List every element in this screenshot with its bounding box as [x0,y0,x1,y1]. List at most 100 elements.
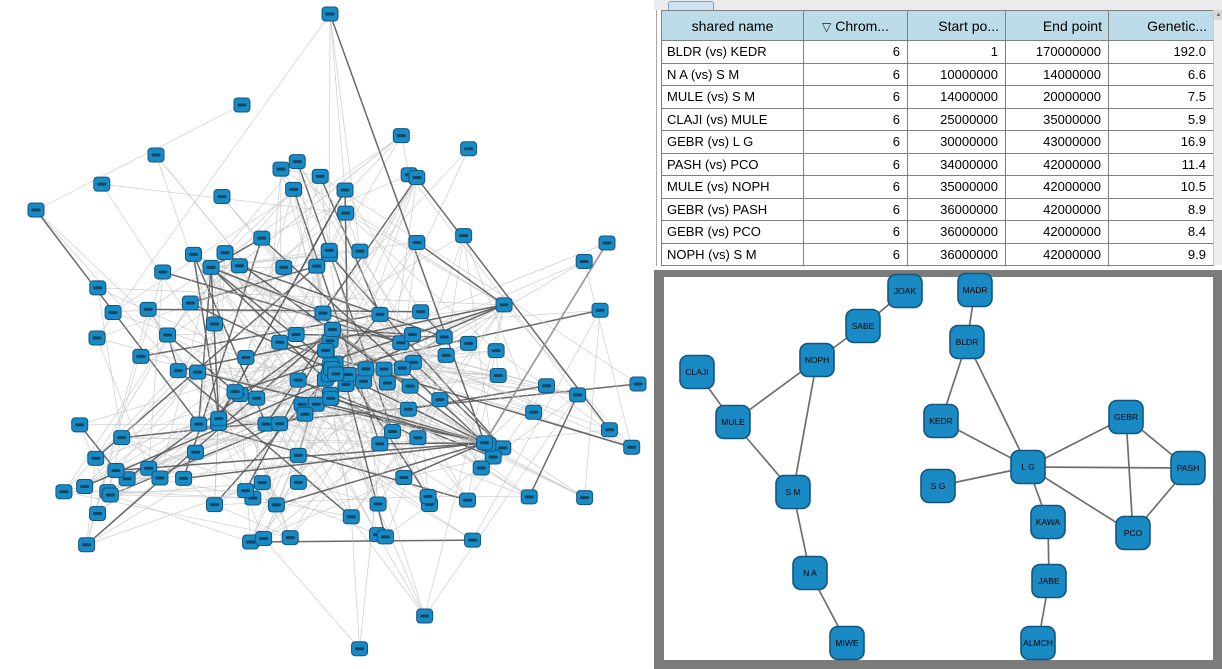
graph-node[interactable] [401,378,419,394]
graph-node[interactable] [495,297,513,313]
graph-node[interactable] [324,321,342,337]
table-cell[interactable]: 6 [803,62,908,86]
graph-node[interactable] [78,537,96,553]
graph-node[interactable] [253,230,271,246]
graph-node[interactable] [113,430,131,446]
graph-node[interactable] [575,253,593,269]
graph-node-GEBR[interactable]: GEBR [1108,399,1144,435]
graph-node-KAWA[interactable]: KAWA [1030,504,1066,540]
graph-node[interactable] [154,264,172,280]
graph-node[interactable] [285,181,303,197]
table-cell[interactable]: 11.4 [1108,152,1214,176]
column-header-shared-name[interactable]: shared name [661,10,804,41]
graph-node[interactable] [275,259,293,275]
graph-node[interactable] [412,304,430,320]
graph-node[interactable] [408,234,426,250]
graph-node[interactable] [629,376,647,392]
graph-node[interactable] [186,444,204,460]
graph-node[interactable] [460,141,478,157]
graph-node[interactable] [253,475,271,491]
graph-node[interactable] [399,401,417,417]
graph-node[interactable] [409,430,427,446]
table-cell[interactable]: 42000000 [1005,175,1109,199]
main-network-canvas[interactable] [0,0,654,669]
table-cell[interactable]: PASH (vs) PCO [661,152,804,176]
table-cell[interactable]: 42000000 [1005,220,1109,244]
graph-node[interactable] [489,368,507,384]
main-network-panel[interactable] [0,0,654,669]
graph-node[interactable] [600,422,618,438]
graph-node[interactable] [378,375,396,391]
graph-node[interactable] [320,242,338,258]
graph-node[interactable] [132,348,150,364]
graph-node[interactable] [321,6,339,22]
graph-node[interactable] [569,387,587,403]
graph-node[interactable] [598,235,616,251]
graph-edge-LG-PASH[interactable] [1027,466,1189,469]
table-cell[interactable]: 34000000 [907,152,1006,176]
graph-node[interactable] [101,487,119,503]
graph-node[interactable] [487,343,505,359]
scrollbar-up-arrow-icon[interactable]: ▲ [1214,10,1222,20]
table-cell[interactable]: 16.9 [1108,130,1214,154]
graph-node-NOPH[interactable]: NOPH [799,342,835,378]
table-cell[interactable]: 42000000 [1005,242,1109,266]
table-row[interactable]: NOPH (vs) S M 6 36000000 42000000 9.9 [661,242,1214,266]
graph-node[interactable] [419,488,437,504]
graph-node[interactable] [403,327,421,343]
graph-node[interactable] [175,470,193,486]
graph-node-PASH[interactable]: PASH [1170,450,1206,486]
graph-node-ALMCH[interactable]: ALMCH [1020,625,1056,661]
graph-node[interactable] [237,483,255,499]
graph-node[interactable] [216,245,234,261]
graph-node[interactable] [591,302,609,318]
table-cell[interactable]: 6 [803,40,908,64]
graph-node[interactable] [460,335,478,351]
graph-node[interactable] [537,378,555,394]
graph-node[interactable] [311,168,329,184]
table-cell[interactable]: 36000000 [907,242,1006,266]
graph-node[interactable] [337,205,355,221]
graph-node[interactable] [213,188,231,204]
graph-node[interactable] [89,505,107,521]
table-cell[interactable]: 43000000 [1005,130,1109,154]
graph-node-MULE[interactable]: MULE [715,404,751,440]
graph-node[interactable] [392,128,410,144]
table-cell[interactable]: 42000000 [1005,152,1109,176]
graph-node-CLAJI[interactable]: CLAJI [679,354,715,390]
graph-node[interactable] [289,474,307,490]
table-cell[interactable]: 20000000 [1005,85,1109,109]
graph-node[interactable] [520,489,538,505]
table-cell[interactable]: 6 [803,152,908,176]
graph-node-SM[interactable]: S M [775,474,811,510]
table-row[interactable]: PASH (vs) PCO 6 34000000 42000000 11.4 [661,152,1214,176]
graph-node[interactable] [308,258,326,274]
graph-node[interactable] [189,364,207,380]
graph-node[interactable] [393,360,411,376]
table-cell[interactable]: 170000000 [1005,40,1109,64]
table-cell[interactable]: 6.6 [1108,62,1214,86]
graph-node-JABE[interactable]: JABE [1031,563,1067,599]
graph-node[interactable] [202,259,220,275]
graph-node[interactable] [289,447,307,463]
table-cell[interactable]: 35000000 [907,175,1006,199]
graph-node-SABE[interactable]: SABE [845,308,881,344]
graph-node[interactable] [472,460,490,476]
graph-node[interactable] [357,361,375,377]
graph-node-KEDR[interactable]: KEDR [923,403,959,439]
overview-network-svg[interactable]: JOAK SABE NOPH CLAJI MULE S M N A MIWE MADR BLDR K… [654,270,1222,669]
table-cell[interactable]: 6 [803,85,908,109]
table-cell[interactable]: 6 [803,130,908,154]
graph-node[interactable] [459,492,477,508]
table-cell[interactable]: NOPH (vs) S M [661,242,804,266]
table-cell[interactable]: 192.0 [1108,40,1214,64]
table-cell[interactable]: MULE (vs) S M [661,85,804,109]
table-cell[interactable]: MULE (vs) NOPH [661,175,804,199]
graph-node[interactable] [139,301,157,317]
graph-node[interactable] [351,641,369,657]
graph-node[interactable] [55,484,73,500]
graph-node[interactable] [107,462,125,478]
graph-node[interactable] [205,316,223,332]
graph-edge-NOPH-SM[interactable] [792,359,818,493]
graph-node-SG[interactable]: S G [920,468,956,504]
